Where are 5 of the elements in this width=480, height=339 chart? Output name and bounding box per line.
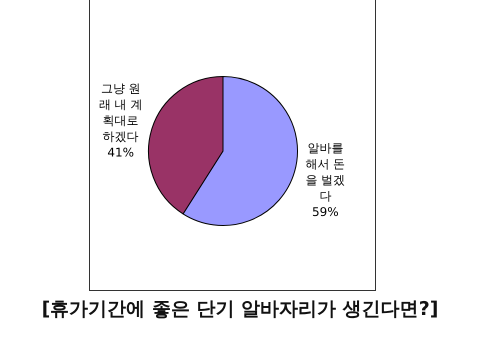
slice-label: 알바를 해서 돈을 벌겠다 [305,140,346,203]
slice-label: 그냥 원래 내 계획대로 하겠다 [98,81,143,144]
data-label: 59% [312,204,339,219]
data-label: 41% [107,145,134,160]
text: [휴가기간에 좋은 단기 알바자리가 생긴다면?] [40,297,440,322]
